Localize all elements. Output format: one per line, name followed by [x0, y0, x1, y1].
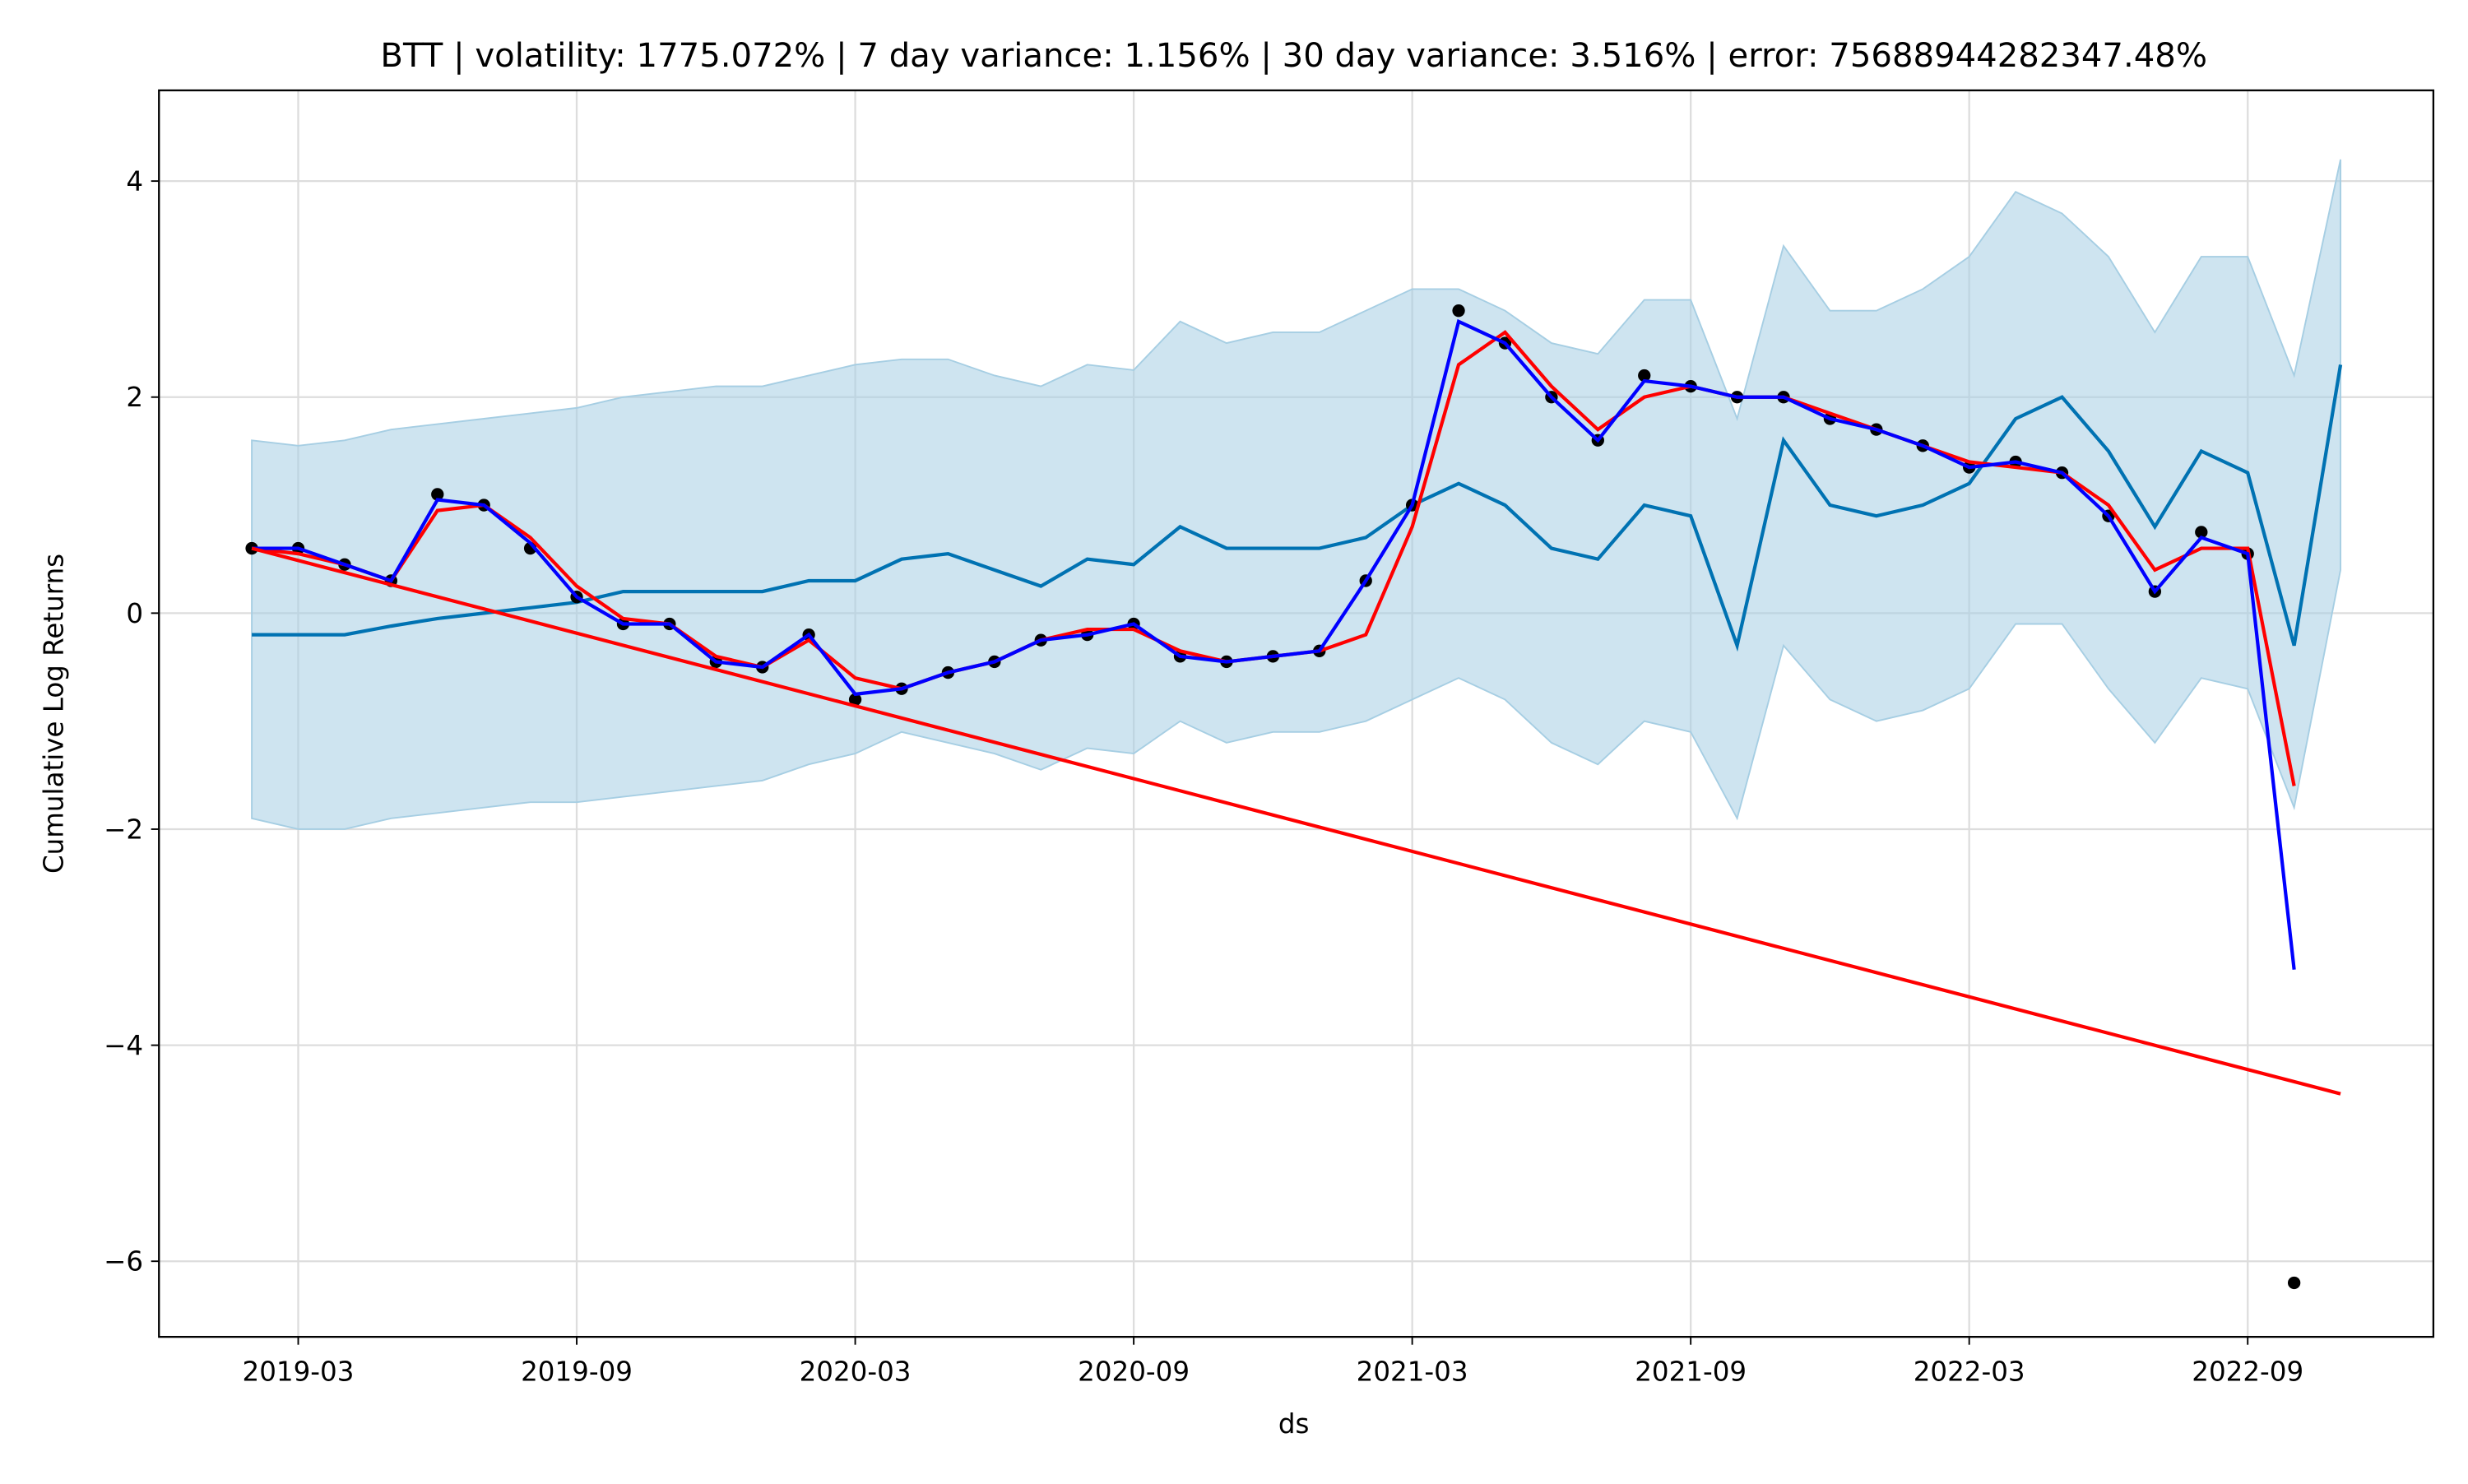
data-point: [2195, 526, 2208, 539]
uncertainty-band: [251, 159, 2342, 830]
line: [251, 546, 2341, 1096]
line: [252, 364, 2343, 652]
y-tick-label: −6: [104, 1246, 143, 1278]
plot-frame: [158, 89, 2435, 1338]
x-tick-label: 2019-03: [243, 1356, 355, 1388]
plot-area: [159, 90, 2433, 1338]
x-tick-label: 2022-09: [2192, 1356, 2303, 1388]
y-tick-label: 2: [126, 382, 143, 413]
x-tick-label: 2020-09: [1078, 1356, 1190, 1388]
line: [252, 318, 2296, 970]
x-tick-label: 2021-03: [1357, 1356, 1468, 1388]
x-axis-label: ds: [1278, 1408, 1310, 1440]
x-tick-label: 2019-09: [521, 1356, 633, 1388]
chart-title: BTT | volatility: 1775.072% | 7 day vari…: [380, 37, 2207, 75]
data-point: [2287, 1276, 2301, 1290]
data-point: [1452, 304, 1465, 318]
data-point: [848, 693, 862, 707]
y-tick-label: −4: [104, 1030, 143, 1061]
y-tick-label: 0: [126, 598, 143, 629]
data-point: [431, 488, 444, 501]
y-tick-label: −2: [104, 814, 143, 845]
y-tick-label: 4: [126, 166, 143, 197]
y-axis-label: Cumulative Log Returns: [39, 554, 70, 874]
x-tick-label: 2022-03: [1914, 1356, 2025, 1388]
x-tick-label: 2021-09: [1635, 1356, 1747, 1388]
data-point: [1638, 369, 1651, 383]
x-tick-label: 2020-03: [800, 1356, 912, 1388]
